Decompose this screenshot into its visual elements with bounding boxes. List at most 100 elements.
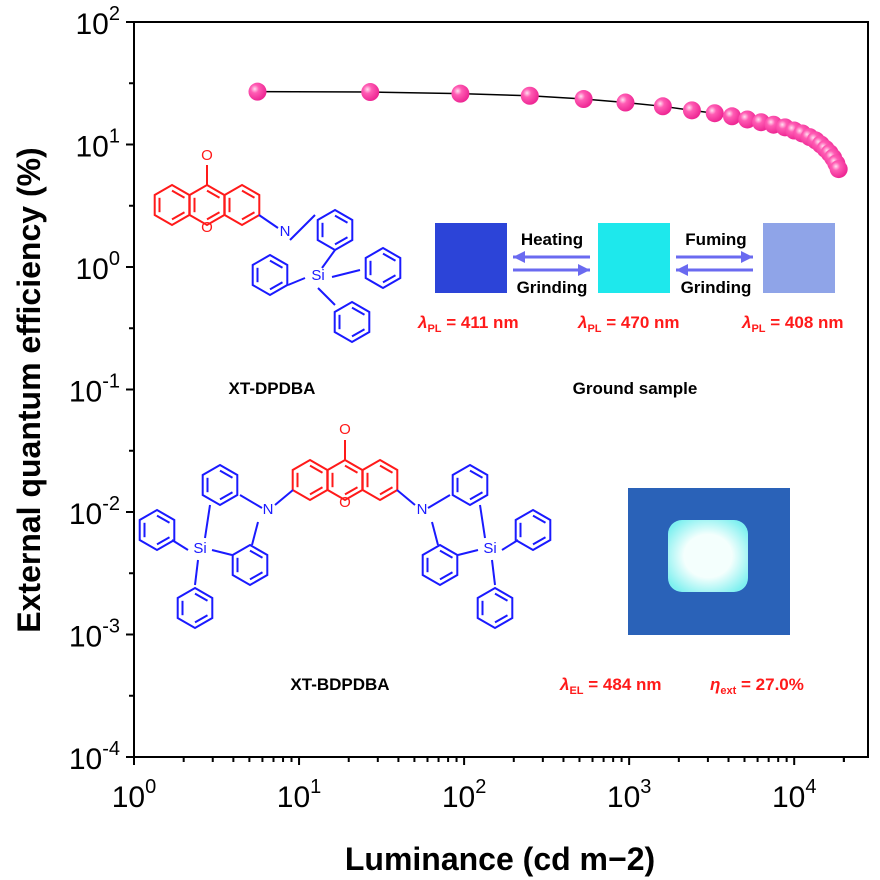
x-tick-label: 102 [442,776,487,814]
photo-pristine [435,223,507,293]
insets: O O N Si O O N N Si Si Heating Grinding Fuming Gr… [138,147,844,697]
x-tick-label: 104 [772,776,817,814]
benzene-ring [138,508,176,552]
double-bond [219,491,233,501]
benzene-ring [251,253,289,297]
benzene-ring [201,463,239,507]
atom-label: Si [483,540,496,557]
atom-label: O [339,494,351,511]
double-bond [344,464,358,474]
bond [317,287,336,306]
bond [171,539,189,551]
y-axis-title: External quantum efficiency (%) [11,147,47,632]
double-bond [241,189,255,199]
data-point [248,82,267,101]
y-tick-label: 10-4 [69,738,120,776]
y-tick-label: 101 [76,126,121,164]
y-tick-label: 102 [76,3,121,41]
atom-label: N [263,501,274,518]
fuming-label: Fuming [685,230,746,249]
bond [289,214,316,241]
double-bond [379,486,393,496]
benzene-ring [476,586,514,630]
y-tick-label: 10-1 [69,371,120,409]
pl-label-ground: λPL = 470 nm [577,313,680,335]
data-point [705,104,724,123]
pl-label-pristine: λPL = 411 nm [417,313,519,335]
data-point [574,90,593,109]
double-bond [532,514,546,524]
transition-arrows [513,251,753,276]
benzene-ring [361,458,399,502]
eqe-label: ηext = 27.0% [710,675,804,697]
double-bond [351,328,365,338]
data-point [653,97,672,116]
benzene-ring [176,586,214,630]
bond [239,494,263,509]
data-point [451,84,470,103]
y-tick-label: 10-3 [69,616,120,654]
double-bond [382,274,396,284]
bond [457,549,479,556]
arrow-head [741,251,753,263]
data-point [723,107,742,126]
double-bond [469,491,483,501]
benzene-ring [514,508,552,552]
heating-label: Heating [521,230,583,249]
double-bond [379,464,393,474]
atom-label: O [339,421,351,438]
double-bond [156,536,170,546]
double-bond [219,469,233,479]
y-tick-label: 100 [76,248,121,286]
molecule-name-xt-bdpdba: XT-BDPDBA [290,675,389,694]
x-axis-title: Luminance (cd m−2) [345,841,655,877]
double-bond [269,281,283,291]
double-bond [171,189,185,199]
data-point [682,101,701,120]
x-tick-label: 101 [277,776,322,814]
double-bond [156,514,170,524]
atom-label: O [201,147,213,164]
pl-label-fumed: λPL = 408 nm [741,313,844,335]
data-point [738,110,757,129]
data-point [616,93,635,112]
double-bond [249,571,263,581]
atom-label: N [280,223,291,240]
atom-label: Si [193,540,206,557]
bond [431,521,439,546]
double-bond [334,236,348,246]
bond [287,277,306,286]
bond [501,539,519,551]
benzene-ring [223,183,261,227]
double-bond [344,486,358,496]
double-bond [309,486,323,496]
x-tick-label: 100 [112,776,157,814]
grinding-label-1: Grinding [517,278,588,297]
arrow-head [513,251,525,263]
arrow-head [676,264,688,276]
double-bond [382,252,396,262]
double-bond [309,464,323,474]
data-point [361,83,380,102]
y-tick-label: 10-2 [69,493,120,531]
double-bond [206,211,220,221]
data-point [829,160,848,179]
ground-sample-label: Ground sample [573,379,698,398]
molecule-name-xt-dpdba: XT-DPDBA [229,379,316,398]
bond [274,489,294,506]
grinding-label-2: Grinding [681,278,752,297]
el-label: λEL = 484 nm [559,675,662,697]
double-bond [469,469,483,479]
double-bond [334,214,348,224]
atom-label: O [201,219,213,236]
bond [258,214,279,229]
double-bond [171,211,185,221]
arrow-head [578,264,590,276]
double-bond [206,189,220,199]
atom-label: N [417,501,428,518]
photo-fumed [763,223,835,293]
double-bond [351,306,365,316]
benzene-ring [364,246,402,290]
x-tick-label: 103 [607,776,652,814]
